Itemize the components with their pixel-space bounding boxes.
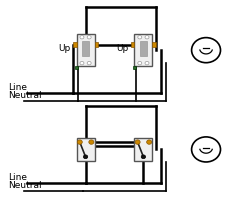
Circle shape: [87, 61, 91, 65]
Circle shape: [77, 140, 82, 144]
Bar: [140, 41, 147, 56]
Circle shape: [87, 36, 91, 39]
Circle shape: [83, 155, 88, 159]
Circle shape: [138, 36, 142, 39]
Bar: [152, 42, 156, 47]
Bar: [77, 138, 94, 161]
Bar: [94, 42, 98, 47]
Bar: [134, 138, 152, 161]
Circle shape: [138, 61, 142, 65]
Bar: [133, 66, 136, 69]
Text: Up: Up: [116, 44, 129, 53]
Bar: [134, 34, 152, 66]
Bar: [131, 42, 134, 47]
Text: Up: Up: [59, 44, 71, 53]
Text: Neutral: Neutral: [8, 91, 42, 100]
Circle shape: [147, 140, 152, 144]
Bar: [82, 41, 89, 56]
Circle shape: [141, 155, 146, 159]
Text: Line: Line: [8, 83, 27, 92]
Bar: [77, 34, 94, 66]
Circle shape: [145, 36, 149, 39]
Circle shape: [89, 140, 94, 144]
Bar: [75, 66, 78, 69]
Text: Line: Line: [8, 173, 27, 182]
Circle shape: [80, 61, 84, 65]
Circle shape: [80, 36, 84, 39]
Circle shape: [135, 140, 140, 144]
Bar: [73, 42, 77, 47]
Text: Neutral: Neutral: [8, 181, 42, 190]
Circle shape: [145, 61, 149, 65]
